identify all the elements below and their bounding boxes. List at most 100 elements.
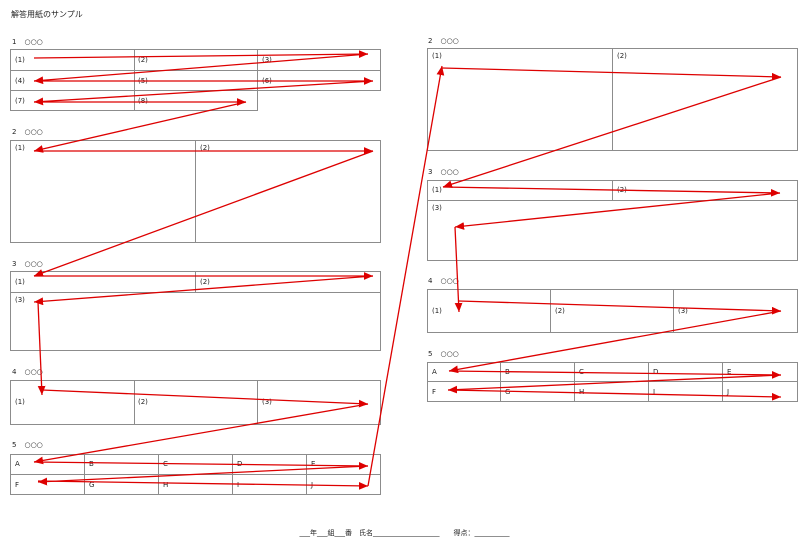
- section-number: 5: [428, 350, 433, 358]
- answer-label: (1): [15, 56, 25, 64]
- answer-label: I: [237, 481, 240, 489]
- page-title: 解答用紙のサンプル: [11, 10, 83, 19]
- arrow: [33, 150, 374, 277]
- section-number: 4: [428, 277, 433, 285]
- q4-answer-box: [10, 380, 381, 425]
- answer-label: (2): [138, 56, 148, 64]
- section-heading-left-4: 4 ○○○: [12, 368, 43, 376]
- answer-label: (2): [555, 307, 565, 315]
- answer-label: B: [89, 460, 94, 468]
- column-divider: [257, 380, 258, 425]
- arrow: [37, 480, 369, 490]
- arrow: [33, 101, 247, 153]
- arrow: [33, 80, 374, 106]
- section-number: 2: [428, 37, 433, 45]
- section-number: 5: [12, 441, 17, 449]
- answer-label: G: [505, 388, 511, 396]
- answer-label: (2): [138, 398, 148, 406]
- column-divider: [500, 362, 501, 402]
- arrow: [442, 76, 782, 188]
- column-divider: [134, 380, 135, 425]
- column-divider: [232, 454, 233, 495]
- answer-label: (4): [15, 77, 25, 85]
- arrow: [37, 465, 369, 486]
- arrow: [441, 67, 782, 81]
- row-divider: [10, 292, 381, 293]
- answer-label: (7): [15, 97, 25, 105]
- answer-label: (1): [432, 186, 442, 194]
- answer-label: (2): [200, 144, 210, 152]
- section-heading-left-3: 3 ○○○: [12, 260, 43, 268]
- answer-label: I: [653, 388, 656, 396]
- student-info-line: ___年___組___番 氏名___________________ 得点：__…: [299, 529, 510, 537]
- answer-label: (2): [617, 52, 627, 60]
- section-mark: ○○○: [24, 441, 43, 449]
- column-divider: [550, 289, 551, 333]
- answer-label: F: [15, 481, 20, 489]
- section-mark: ○○○: [440, 37, 459, 45]
- section-mark: ○○○: [24, 260, 43, 268]
- arrow: [448, 370, 782, 379]
- section-mark: ○○○: [440, 350, 459, 358]
- column-divider: [195, 271, 196, 292]
- arrow: [33, 275, 374, 306]
- arrow: [448, 310, 782, 374]
- arrow: [454, 226, 463, 313]
- answer-label: (1): [432, 307, 442, 315]
- arrow: [442, 186, 781, 197]
- arrow: [33, 461, 369, 470]
- arrow: [447, 374, 782, 394]
- answer-label: (8): [138, 97, 148, 105]
- column-divider: [612, 48, 613, 151]
- arrow: [447, 389, 782, 401]
- arrow: [454, 192, 781, 230]
- row-divider: [427, 200, 798, 201]
- answer-label: H: [579, 388, 585, 396]
- answer-label: A: [15, 460, 20, 468]
- column-divider: [306, 454, 307, 495]
- section-heading-left-1: 1 ○○○: [12, 38, 43, 46]
- section-number: 4: [12, 368, 17, 376]
- section-mark: ○○○: [24, 128, 43, 136]
- column-divider: [134, 49, 135, 111]
- section-number: 3: [428, 168, 433, 176]
- arrow: [41, 389, 369, 408]
- arrow: [33, 53, 369, 85]
- answer-label: (3): [15, 296, 25, 304]
- answer-label: J: [727, 388, 730, 396]
- column-divider: [648, 362, 649, 402]
- section-number: 2: [12, 128, 17, 136]
- section-mark: ○○○: [440, 168, 459, 176]
- section-mark: ○○○: [24, 368, 43, 376]
- answer-label: H: [163, 481, 169, 489]
- section-heading-right-2: 2 ○○○: [428, 37, 459, 45]
- arrow: [33, 403, 369, 465]
- arrow: [37, 301, 46, 396]
- section-heading-right-5: 5 ○○○: [428, 350, 459, 358]
- section-heading-right-4: 4 ○○○: [428, 277, 459, 285]
- answer-label: (3): [262, 398, 272, 406]
- arrow: [33, 50, 369, 59]
- section-number: 3: [12, 260, 17, 268]
- column-divider: [84, 454, 85, 495]
- answer-label: (2): [200, 278, 210, 286]
- arrow: [458, 300, 782, 315]
- section-heading-right-3: 3 ○○○: [428, 168, 459, 176]
- row-divider: [427, 381, 798, 382]
- answer-label: (1): [432, 52, 442, 60]
- answer-label: E: [311, 460, 316, 468]
- r-q4-answer-box: [427, 289, 798, 333]
- answer-label: (1): [15, 144, 25, 152]
- answer-label: (3): [262, 56, 272, 64]
- answer-label: F: [432, 388, 437, 396]
- section-heading-left-5: 5 ○○○: [12, 441, 43, 449]
- column-divider: [158, 454, 159, 495]
- answer-label: (3): [432, 204, 442, 212]
- section-heading-left-2: 2 ○○○: [12, 128, 43, 136]
- answer-label: (3): [678, 307, 688, 315]
- r-q5-answer-box: [427, 362, 798, 402]
- section-number: 1: [12, 38, 17, 46]
- answer-label: A: [432, 368, 437, 376]
- column-divider: [195, 140, 196, 243]
